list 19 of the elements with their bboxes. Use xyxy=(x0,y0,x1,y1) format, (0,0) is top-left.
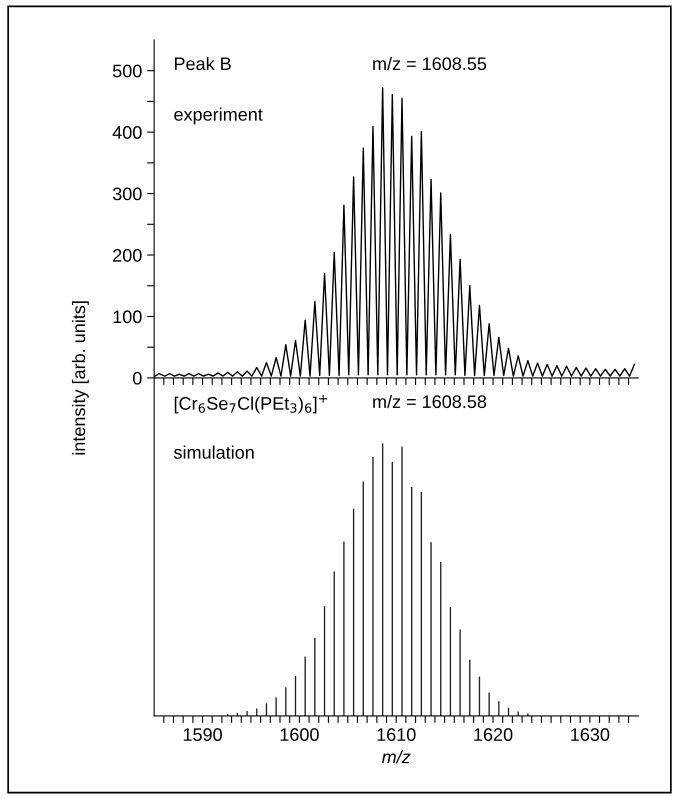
x-axis-title: m/z xyxy=(382,750,410,764)
y-tick-label: 400 xyxy=(112,126,142,139)
text: [Cr$_{6}$Se$_{7}$Cl(PEt$_{3}$)$_{6}$]$^{+}$ xyxy=(174,394,328,414)
x-tick-label: 1600 xyxy=(280,728,319,741)
annotation: experiment xyxy=(174,108,263,124)
y-tick-label: 500 xyxy=(112,64,142,78)
y-tick-label: 300 xyxy=(112,188,142,200)
y-tick-label: 200 xyxy=(113,248,142,262)
y-tick-label: 0 xyxy=(132,372,142,385)
x-tick-label: 1620 xyxy=(474,728,512,741)
x-tick-label: 1630 xyxy=(571,728,610,741)
annotation: simulation xyxy=(174,446,254,459)
annotation: m/z = 1608.55 xyxy=(373,56,486,70)
annotation: Peak B xyxy=(174,56,231,70)
x-tick-label: 1590 xyxy=(184,728,222,741)
x-tick-label: 1610 xyxy=(377,728,416,741)
y-axis-title: intensity [arb. units] xyxy=(72,301,89,454)
text: m/z = 1608.58 xyxy=(373,394,486,408)
y-tick-label: 100 xyxy=(114,310,142,324)
